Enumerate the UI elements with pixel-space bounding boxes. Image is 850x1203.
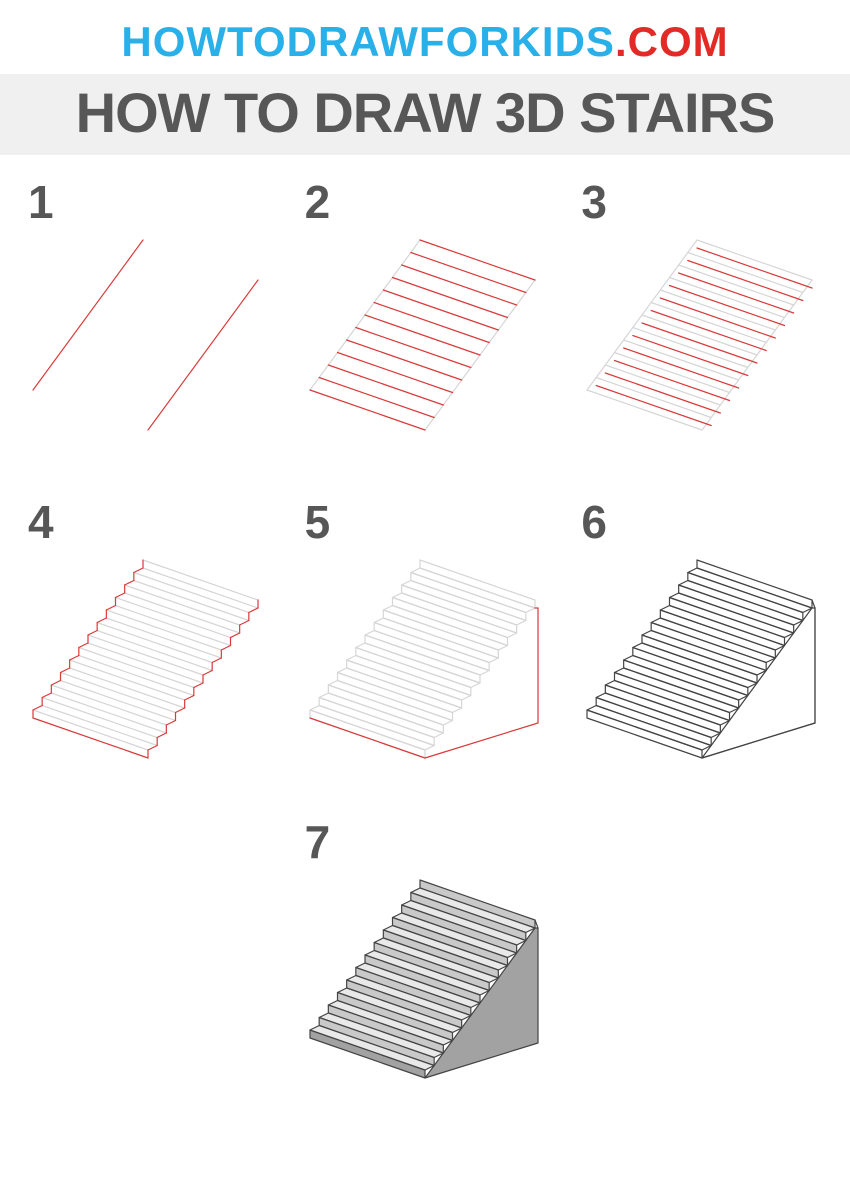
step-cell-3: 3 [563, 175, 840, 495]
page-title-bar: HOW TO DRAW 3D STAIRS [0, 74, 850, 155]
step-number: 5 [305, 495, 331, 549]
step-diagram-1 [28, 235, 268, 455]
site-logo: HOWTODRAWFORKIDS.COM [0, 0, 850, 74]
step-number: 2 [305, 175, 331, 229]
step-cell-2: 2 [287, 175, 564, 495]
logo-text-main: HOWTODRAWFORKIDS [121, 18, 615, 65]
step-diagram-6 [582, 555, 822, 775]
step-number: 1 [28, 175, 54, 229]
step-cell-5: 5 [287, 495, 564, 815]
step-number: 7 [305, 815, 331, 869]
steps-grid: 1 2 3 4 5 6 7 [0, 155, 850, 1155]
step-cell-7: 7 [287, 815, 564, 1135]
step-diagram-2 [305, 235, 545, 455]
step-number: 6 [581, 495, 607, 549]
step-number: 4 [28, 495, 54, 549]
step-diagram-5 [305, 555, 545, 775]
step-number: 3 [581, 175, 607, 229]
step-cell-4: 4 [10, 495, 287, 815]
step-cell-6: 6 [563, 495, 840, 815]
step-diagram-7 [305, 875, 545, 1095]
page-title: HOW TO DRAW 3D STAIRS [0, 80, 850, 145]
logo-text-suffix: .COM [615, 18, 729, 65]
step-diagram-4 [28, 555, 268, 775]
step-cell-1: 1 [10, 175, 287, 495]
step-diagram-3 [582, 235, 822, 455]
